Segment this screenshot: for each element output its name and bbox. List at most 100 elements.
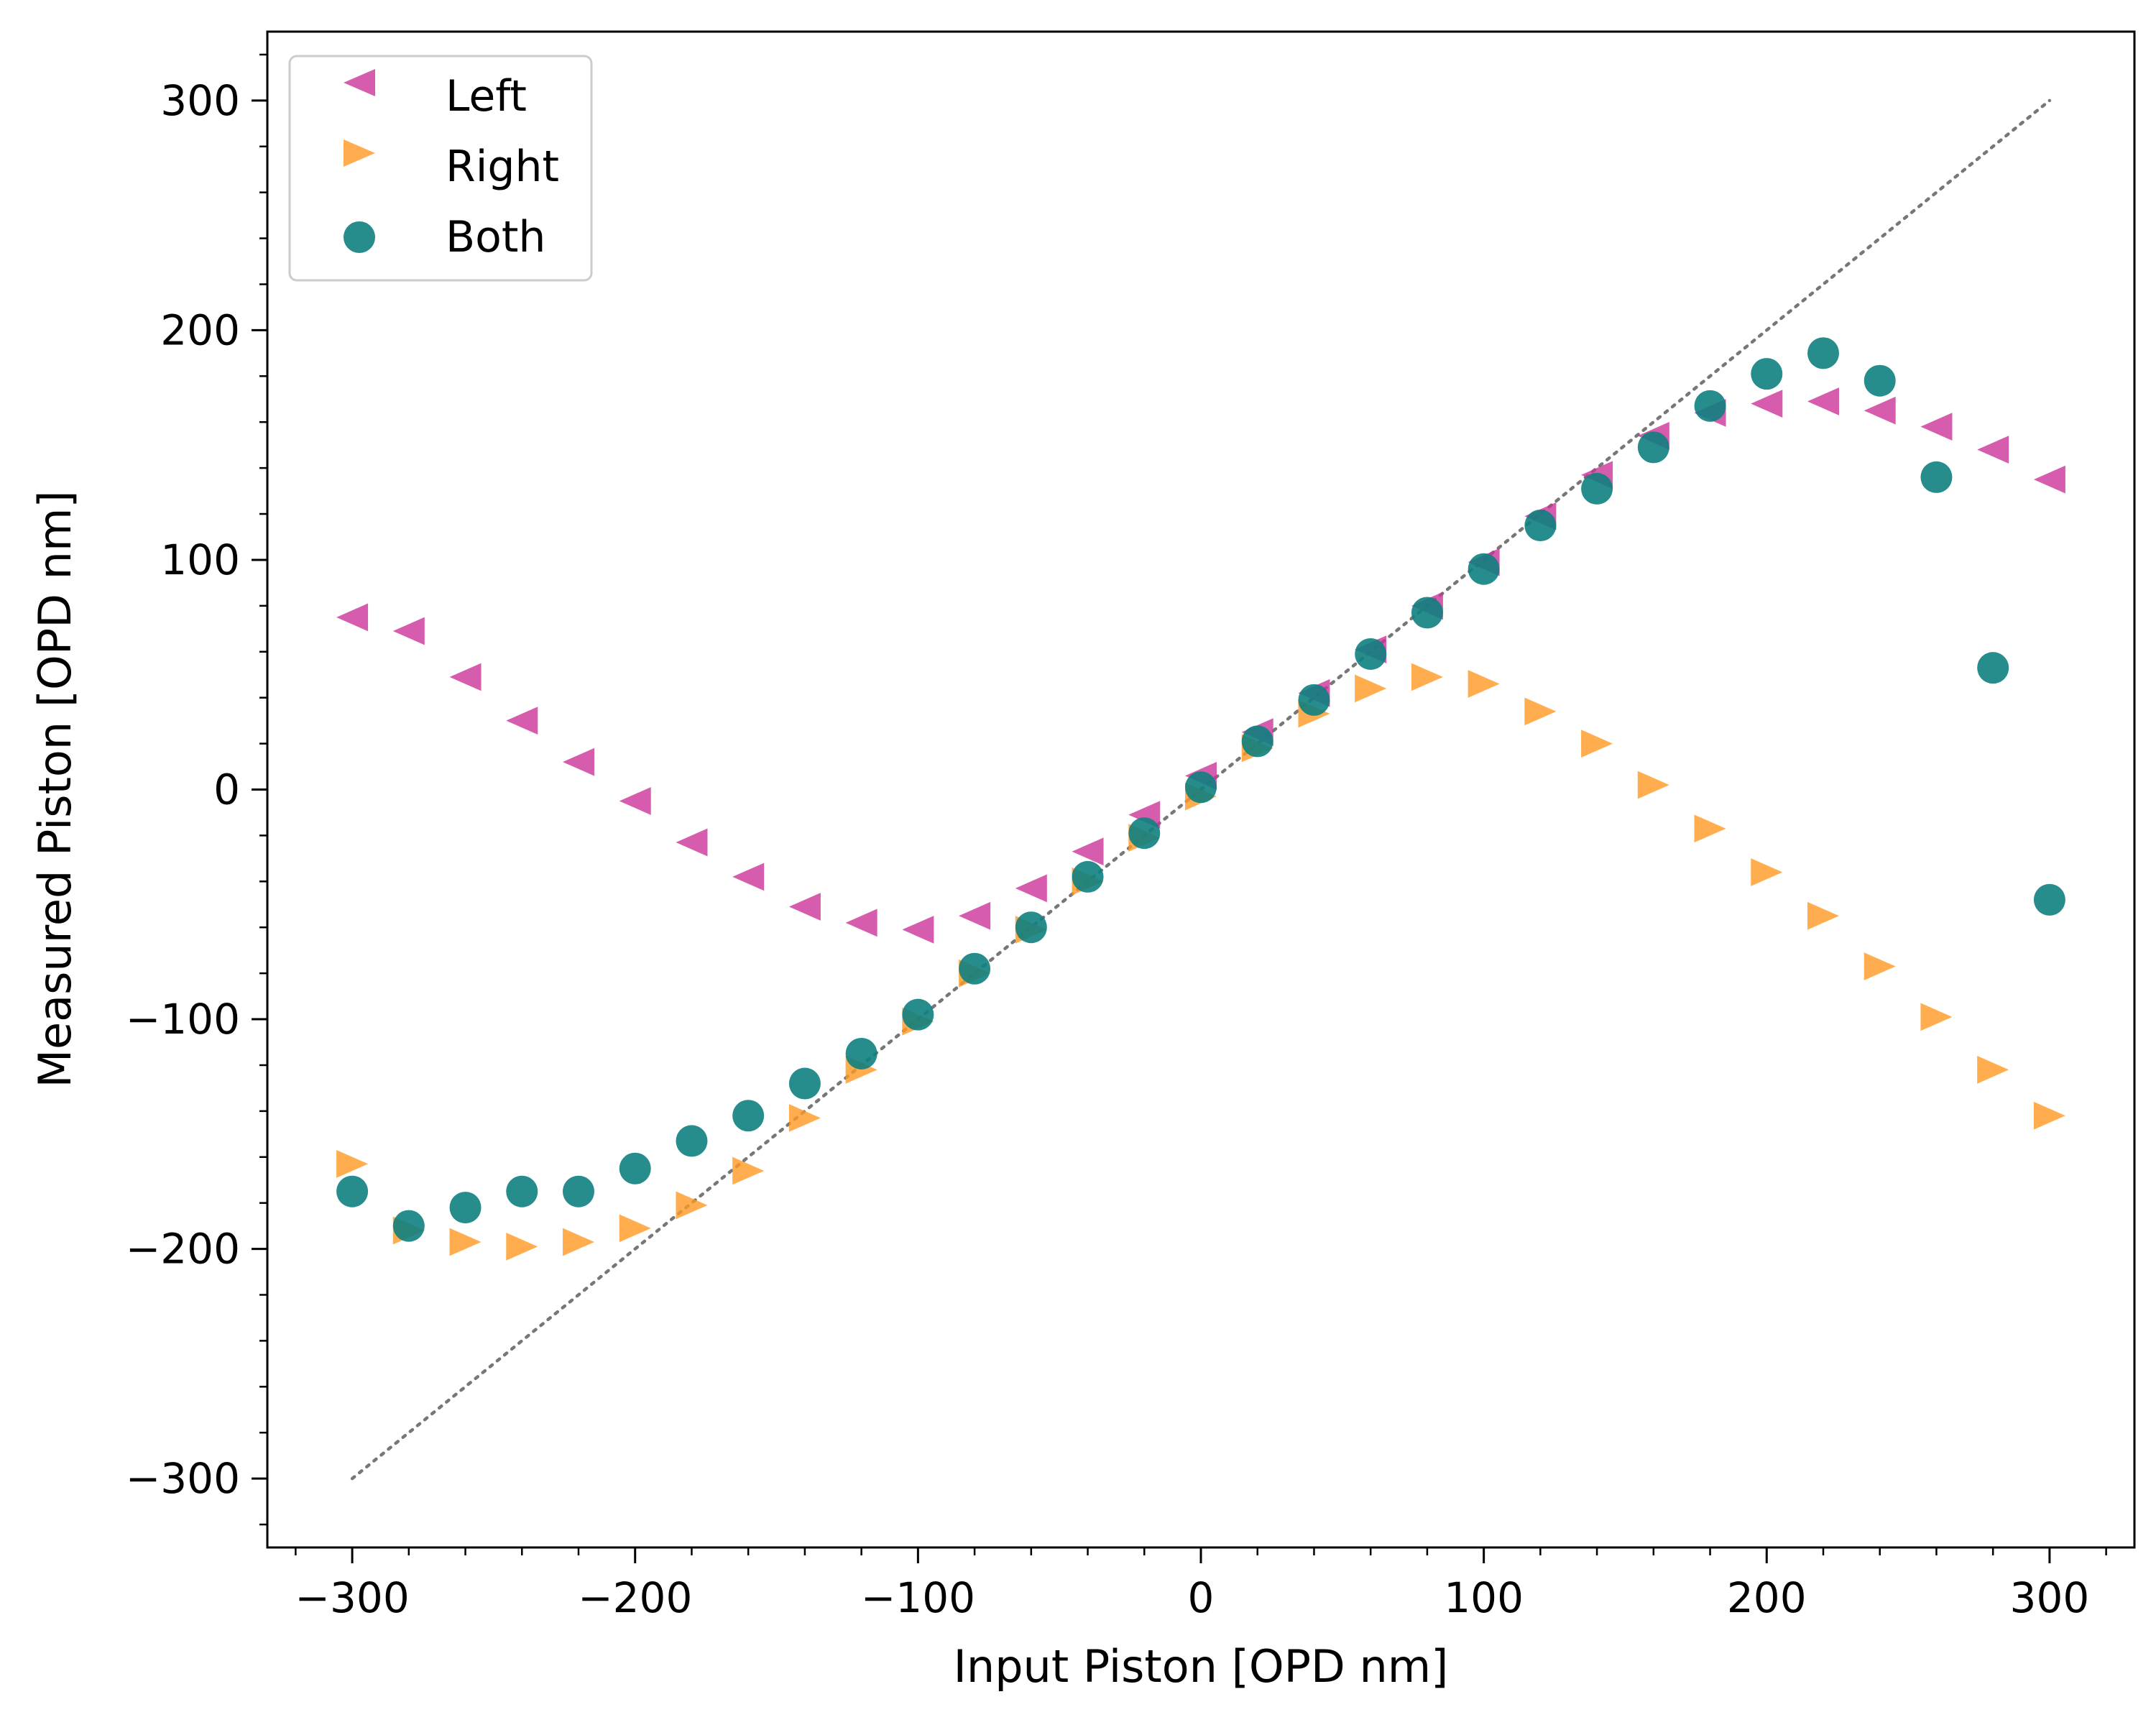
marker-right bbox=[1977, 1055, 2009, 1084]
marker-left bbox=[1864, 396, 1896, 425]
x-axis-ticks bbox=[295, 1547, 2107, 1563]
y-tick-label: −200 bbox=[126, 1225, 240, 1274]
x-axis-label: Input Piston [OPD nm] bbox=[954, 1640, 1449, 1693]
marker-right bbox=[676, 1191, 708, 1220]
marker-both bbox=[1977, 652, 2009, 684]
marker-both bbox=[788, 1067, 821, 1100]
legend-marker-left bbox=[344, 69, 375, 96]
marker-both bbox=[1807, 337, 1839, 369]
marker-left bbox=[676, 828, 708, 857]
y-tick-label: 100 bbox=[160, 535, 240, 584]
marker-both bbox=[959, 952, 991, 985]
marker-left bbox=[1751, 390, 1783, 418]
marker-both bbox=[392, 1210, 425, 1242]
marker-both bbox=[1072, 860, 1104, 893]
marker-both bbox=[1411, 597, 1443, 629]
marker-both bbox=[1581, 472, 1613, 505]
marker-left bbox=[1807, 387, 1839, 415]
marker-both bbox=[1468, 553, 1500, 585]
y-tick-label: 200 bbox=[160, 305, 240, 354]
x-tick-label: −300 bbox=[295, 1573, 409, 1622]
marker-both bbox=[1185, 771, 1217, 804]
marker-right bbox=[1751, 858, 1783, 886]
marker-right bbox=[1468, 670, 1500, 698]
marker-both bbox=[2033, 883, 2065, 916]
marker-left bbox=[619, 787, 651, 815]
y-tick-label: 0 bbox=[213, 765, 240, 814]
marker-both bbox=[676, 1125, 708, 1157]
marker-left bbox=[845, 908, 877, 937]
marker-right bbox=[619, 1214, 651, 1243]
marker-left bbox=[788, 893, 821, 921]
marker-left bbox=[336, 603, 369, 632]
marker-both bbox=[506, 1175, 538, 1208]
marker-left bbox=[392, 617, 425, 645]
marker-left bbox=[2033, 465, 2065, 494]
marker-right bbox=[1637, 770, 1669, 799]
marker-both bbox=[1920, 461, 1953, 493]
plot-area bbox=[336, 98, 2065, 1481]
marker-both bbox=[1128, 817, 1161, 850]
legend-marker-right bbox=[344, 139, 375, 167]
y-tick-label: −300 bbox=[126, 1454, 240, 1503]
marker-both bbox=[336, 1175, 369, 1208]
marker-both bbox=[1524, 510, 1557, 542]
marker-both bbox=[1298, 684, 1330, 716]
marker-both bbox=[619, 1152, 651, 1184]
marker-left bbox=[506, 707, 538, 735]
legend-marker-both bbox=[344, 221, 375, 253]
x-tick-label: 200 bbox=[1727, 1573, 1807, 1622]
marker-right bbox=[1524, 697, 1557, 726]
marker-right bbox=[449, 1228, 482, 1256]
x-tick-label: 300 bbox=[2010, 1573, 2090, 1622]
y-axis-label: Measured Piston [OPD nm] bbox=[29, 490, 81, 1087]
marker-both bbox=[845, 1037, 877, 1070]
marker-left bbox=[563, 748, 594, 776]
series-both bbox=[336, 337, 2065, 1242]
marker-both bbox=[1864, 364, 1896, 397]
marker-left bbox=[1072, 837, 1104, 866]
y-tick-label: −100 bbox=[126, 995, 240, 1044]
marker-right bbox=[1411, 663, 1443, 691]
marker-both bbox=[902, 998, 934, 1031]
marker-right bbox=[732, 1156, 765, 1185]
marker-left bbox=[959, 901, 991, 930]
marker-left bbox=[1920, 413, 1953, 441]
marker-both bbox=[563, 1175, 594, 1208]
marker-right bbox=[336, 1149, 369, 1178]
legend: Left Right Both bbox=[288, 55, 593, 282]
x-tick-label: −100 bbox=[861, 1573, 975, 1622]
x-tick-label: 100 bbox=[1444, 1573, 1524, 1622]
y-axis-ticks bbox=[252, 53, 267, 1526]
marker-left bbox=[449, 663, 482, 691]
marker-right bbox=[1694, 814, 1726, 843]
marker-right bbox=[1920, 1003, 1953, 1031]
y-axis-tick-labels: −300 −200 −100 0 100 200 300 bbox=[126, 76, 240, 1503]
x-axis-tick-labels: −300 −200 −100 0 100 200 300 bbox=[295, 1573, 2089, 1622]
legend-label-both: Both bbox=[446, 212, 545, 262]
marker-left bbox=[1015, 874, 1047, 903]
marker-right bbox=[1864, 952, 1896, 980]
marker-both bbox=[732, 1100, 765, 1132]
marker-both bbox=[1751, 358, 1783, 390]
marker-left bbox=[732, 862, 765, 891]
marker-right bbox=[1807, 901, 1839, 930]
marker-left bbox=[1977, 436, 2009, 464]
marker-right bbox=[563, 1228, 594, 1256]
marker-right bbox=[1581, 730, 1613, 758]
marker-both bbox=[1694, 390, 1726, 422]
legend-label-right: Right bbox=[446, 142, 559, 192]
y-tick-label: 300 bbox=[160, 76, 240, 125]
marker-left bbox=[902, 916, 934, 944]
marker-both bbox=[1355, 638, 1387, 670]
marker-right bbox=[1355, 674, 1387, 703]
marker-both bbox=[449, 1192, 482, 1224]
marker-both bbox=[1015, 911, 1047, 944]
marker-right bbox=[2033, 1101, 2065, 1130]
legend-label-left: Left bbox=[446, 71, 527, 121]
marker-both bbox=[1637, 431, 1669, 464]
x-tick-label: 0 bbox=[1188, 1573, 1215, 1622]
marker-both bbox=[1241, 725, 1273, 758]
